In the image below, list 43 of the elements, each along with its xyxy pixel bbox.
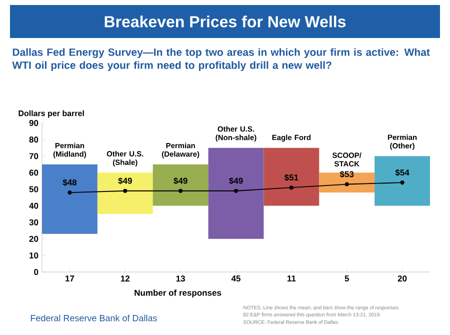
x-tick-label: 5	[344, 276, 349, 282]
bar	[374, 156, 430, 206]
y-tick-label: 70	[29, 153, 38, 160]
y-axis-title: Dollars per barrel	[18, 110, 84, 118]
y-tick-label: 90	[29, 120, 38, 126]
bar	[152, 164, 208, 206]
data-label: $51	[284, 174, 298, 182]
x-tick-label: 13	[176, 276, 185, 282]
data-label: $49	[229, 177, 243, 184]
point	[68, 190, 72, 195]
chart-title: Breakeven Prices for New Wells	[104, 16, 346, 28]
bar	[97, 172, 153, 214]
point	[178, 188, 183, 193]
point	[344, 182, 349, 186]
y-tick-label: 40	[29, 202, 38, 209]
data-label: $53	[340, 170, 354, 178]
y-tick-label: 20	[29, 236, 38, 242]
y-tick-label: 50	[29, 186, 38, 192]
x-tick-label: 12	[120, 276, 130, 282]
point	[400, 180, 404, 185]
x-tick-label: 17	[66, 276, 74, 282]
x-tick-label: 20	[398, 276, 407, 282]
x-axis-title: Number of responses	[134, 290, 222, 298]
point	[123, 188, 128, 193]
bar	[319, 172, 375, 193]
data-label: $49	[174, 177, 188, 184]
bar	[208, 148, 264, 239]
point	[234, 188, 238, 193]
y-tick-label: 80	[29, 136, 38, 143]
data-label: $49	[118, 177, 132, 184]
y-tick-label: 10	[30, 252, 38, 258]
data-label: $54	[395, 169, 410, 176]
x-tick-label: 45	[231, 276, 240, 282]
x-tick-label: 11	[287, 276, 296, 282]
point	[289, 186, 294, 190]
chart-subtitle: Dallas Fed Energy Survey—In the top two areas in which your firm is active: What WTI oil price does your firm need to profitably drill a new well?	[12, 48, 430, 71]
y-tick-label: 0	[34, 268, 38, 276]
text: Federal Reserve Bank of Dallas	[30, 314, 157, 322]
y-tick-label: 30	[29, 219, 38, 226]
bar	[264, 148, 320, 206]
bar	[42, 164, 98, 234]
y-tick-label: 60	[29, 170, 38, 176]
data-label: $48	[62, 179, 77, 186]
